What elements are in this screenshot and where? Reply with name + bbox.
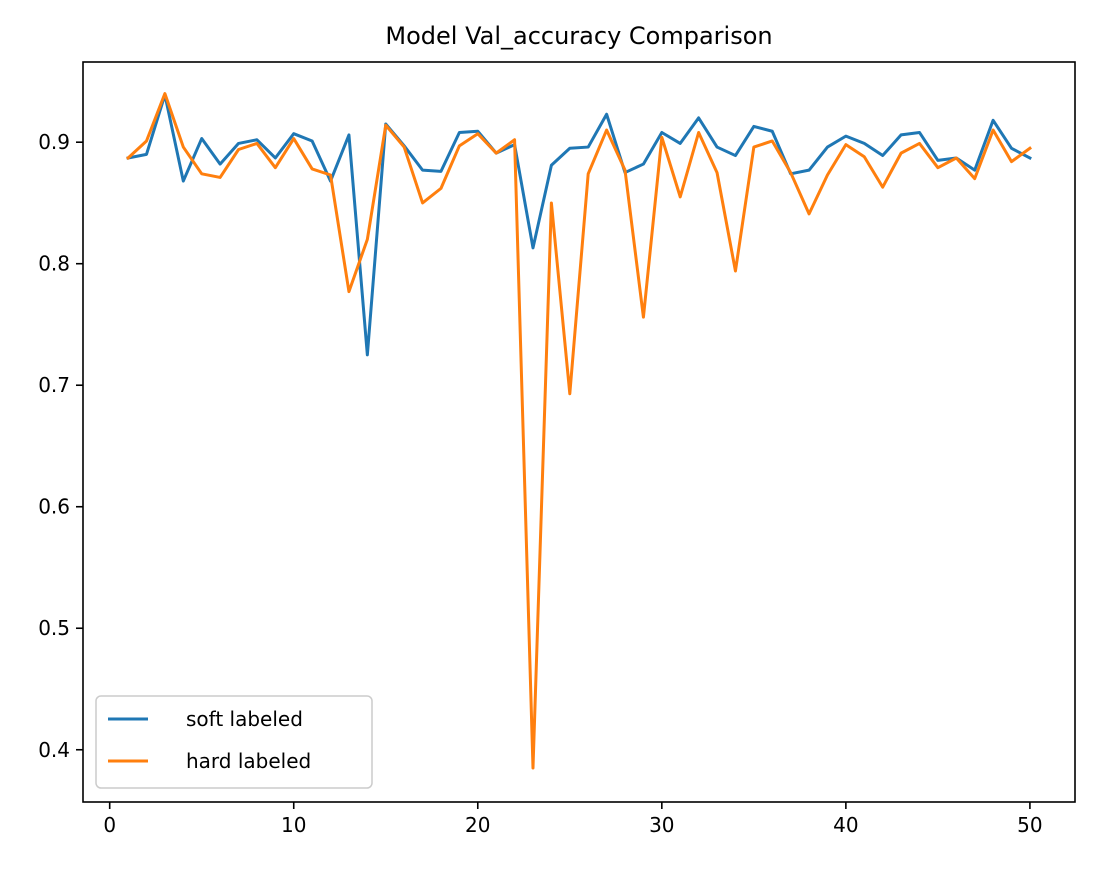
y-tick-label: 0.6: [38, 495, 70, 519]
x-tick-label: 50: [1017, 813, 1042, 837]
chart-title: Model Val_accuracy Comparison: [385, 22, 772, 50]
plot-frame: [82, 61, 1076, 803]
x-tick-label: 10: [281, 813, 306, 837]
x-axis: 0 10 20 30 40 50: [103, 802, 1043, 837]
x-tick-label: 0: [103, 813, 116, 837]
legend: soft labeled hard labeled: [95, 695, 373, 789]
x-tick-label: 30: [649, 813, 674, 837]
y-tick-label: 0.4: [38, 738, 70, 762]
y-axis: 0.4 0.5 0.6 0.7 0.8 0.9: [38, 130, 83, 762]
y-tick-label: 0.9: [38, 130, 70, 154]
legend-label: soft labeled: [186, 707, 303, 731]
x-tick-label: 20: [465, 813, 490, 837]
legend-label: hard labeled: [186, 749, 311, 773]
x-tick-label: 40: [833, 813, 858, 837]
y-tick-label: 0.5: [38, 616, 70, 640]
series-line-hard-labeled: [125, 92, 1033, 770]
series-layer: [125, 92, 1033, 770]
y-tick-label: 0.7: [38, 373, 70, 397]
series-line-soft-labeled: [126, 93, 1032, 357]
legend-box: [95, 695, 373, 789]
y-tick-label: 0.8: [38, 252, 70, 276]
